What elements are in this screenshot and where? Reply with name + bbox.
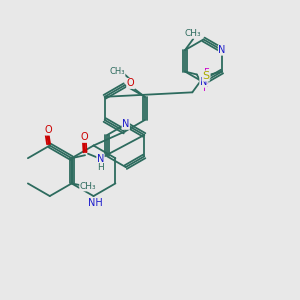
Text: N: N [200,77,207,87]
Text: F: F [204,68,210,78]
Text: CH₃: CH₃ [80,182,96,191]
Text: NH: NH [88,199,102,208]
Text: N: N [122,119,129,129]
Text: H: H [97,163,104,172]
Text: O: O [81,132,88,142]
Text: F: F [203,83,208,93]
Text: CH₃: CH₃ [185,29,202,38]
Text: O: O [44,125,52,135]
Text: CH₃: CH₃ [110,67,125,76]
Text: O: O [127,78,134,88]
Text: N: N [218,45,226,55]
Text: S: S [202,71,209,81]
Text: N: N [97,154,104,164]
